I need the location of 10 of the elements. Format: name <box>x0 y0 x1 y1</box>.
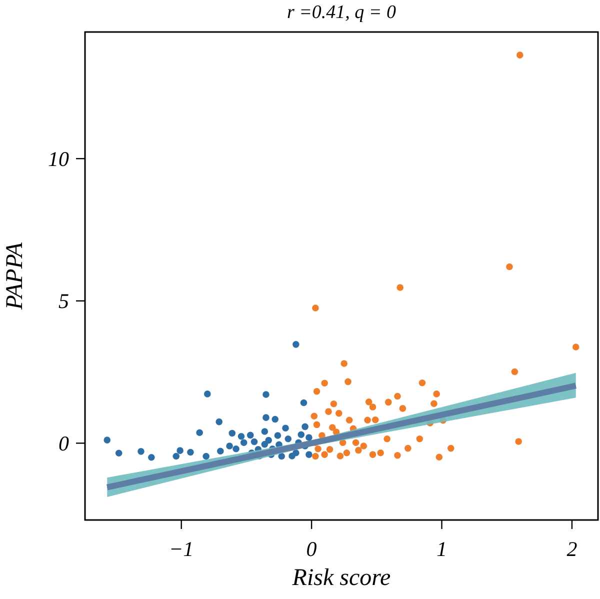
x-tick-label: 0 <box>306 537 318 561</box>
y-tick-label: 10 <box>48 146 70 171</box>
y-tick-label: 5 <box>58 289 69 314</box>
x-tick-label: 1 <box>436 537 448 561</box>
x-axis-title: Risk score <box>291 565 392 591</box>
chart-title: r =0.41, q = 0 <box>286 2 397 23</box>
y-tick-label: 0 <box>58 432 70 456</box>
y-axis-title: PAPPA <box>2 242 28 311</box>
x-tick-label: 2 <box>566 537 578 561</box>
x-tick-label: −1 <box>169 537 194 561</box>
